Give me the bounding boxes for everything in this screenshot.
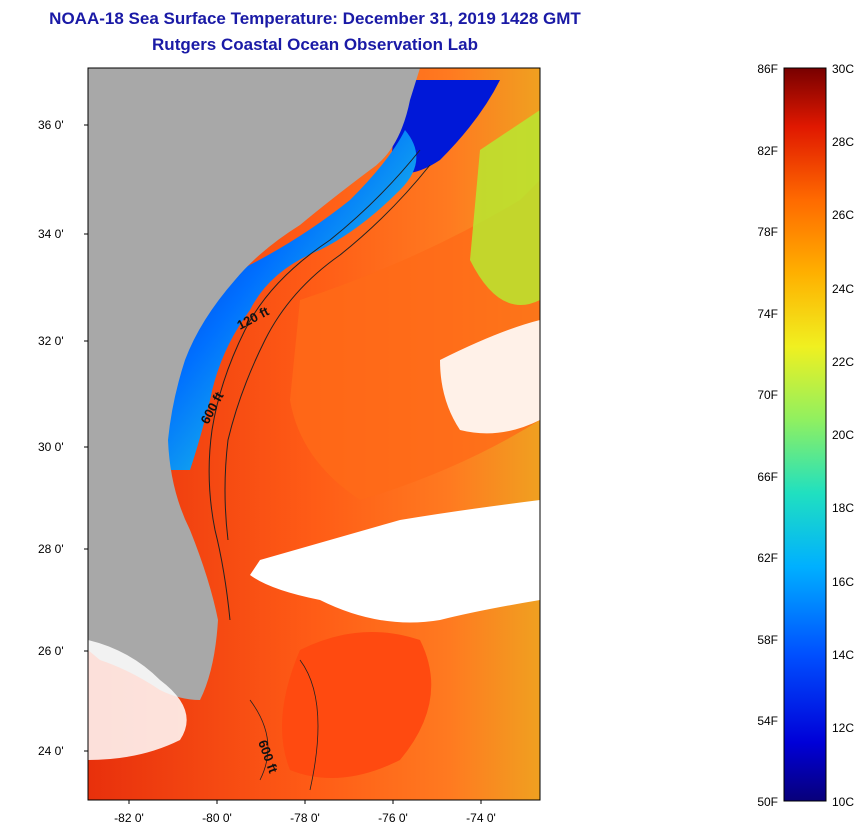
colorbar-fahrenheit-labels: 86F 82F 78F 74F 70F 66F 62F 58F 54F 50F xyxy=(757,62,778,809)
cbar-f-label: 74F xyxy=(757,307,778,321)
cbar-c-label: 26C xyxy=(832,208,854,222)
lat-label: 30 0' xyxy=(38,440,64,454)
cbar-f-label: 78F xyxy=(757,225,778,239)
land-mass xyxy=(88,68,420,700)
cloud-cover xyxy=(250,500,540,623)
lon-label: -80 0' xyxy=(202,811,232,825)
cbar-c-label: 22C xyxy=(832,355,854,369)
longitude-axis: -82 0' -80 0' -78 0' -76 0' -74 0' xyxy=(114,800,496,825)
colorbar: 86F 82F 78F 74F 70F 66F 62F 58F 54F 50F … xyxy=(757,62,854,809)
map-subtitle: Rutgers Coastal Ocean Observation Lab xyxy=(152,35,478,54)
lat-label: 28 0' xyxy=(38,542,64,556)
lat-label: 36 0' xyxy=(38,118,64,132)
map-title: NOAA-18 Sea Surface Temperature: Decembe… xyxy=(49,9,581,28)
contour-600ft xyxy=(224,164,431,541)
cbar-f-label: 62F xyxy=(757,551,778,565)
lon-label: -76 0' xyxy=(378,811,408,825)
cbar-c-label: 20C xyxy=(832,428,854,442)
lon-label: -78 0' xyxy=(290,811,320,825)
cbar-f-label: 50F xyxy=(757,795,778,809)
cbar-f-label: 66F xyxy=(757,470,778,484)
coastal-cold-band xyxy=(160,130,417,470)
cbar-f-label: 54F xyxy=(757,714,778,728)
cbar-f-label: 58F xyxy=(757,633,778,647)
cbar-c-label: 24C xyxy=(832,282,854,296)
cbar-c-label: 12C xyxy=(832,721,854,735)
latitude-axis: 36 0' 34 0' 32 0' 30 0' 28 0' 26 0' 24 0… xyxy=(38,118,88,758)
cbar-f-label: 70F xyxy=(757,388,778,402)
colorbar-celsius-labels: 30C 28C 26C 24C 22C 20C 18C 16C 14C 12C … xyxy=(832,62,854,809)
colorbar-gradient xyxy=(783,67,827,802)
lat-label: 34 0' xyxy=(38,227,64,241)
cold-water-patch xyxy=(390,80,500,174)
lon-label: -82 0' xyxy=(114,811,144,825)
contour-120ft xyxy=(208,149,421,621)
lat-label: 26 0' xyxy=(38,644,64,658)
lon-label: -74 0' xyxy=(466,811,496,825)
cbar-c-label: 18C xyxy=(832,501,854,515)
cloud-cover-east xyxy=(440,320,540,434)
cbar-c-label: 28C xyxy=(832,135,854,149)
map-plot-area xyxy=(88,68,540,800)
cbar-c-label: 16C xyxy=(832,575,854,589)
bahamas-warm-water xyxy=(282,632,432,778)
map-frame xyxy=(87,67,541,801)
cbar-c-label: 14C xyxy=(832,648,854,662)
cbar-c-label: 30C xyxy=(832,62,854,76)
lat-label: 32 0' xyxy=(38,334,64,348)
cbar-f-label: 86F xyxy=(757,62,778,76)
lat-label: 24 0' xyxy=(38,744,64,758)
cbar-f-label: 82F xyxy=(757,144,778,158)
cbar-c-label: 10C xyxy=(832,795,854,809)
cool-eastern-water xyxy=(470,110,540,305)
contour-bahamas xyxy=(249,659,319,791)
cloud-cover-south xyxy=(88,640,187,760)
